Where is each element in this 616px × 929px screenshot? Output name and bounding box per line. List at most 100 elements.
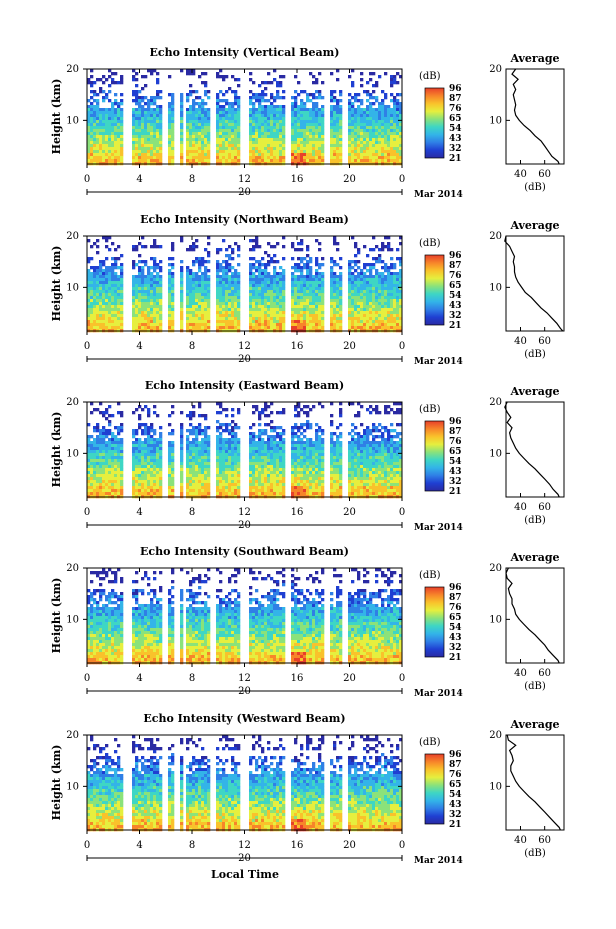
heatmap-cell	[111, 257, 115, 261]
heatmap-cell	[312, 299, 316, 303]
heatmap-cell	[279, 111, 283, 115]
heatmap-cell	[336, 435, 340, 439]
heatmap-cell	[147, 278, 151, 282]
heatmap-cell	[306, 278, 310, 282]
heatmap-cell	[216, 251, 220, 255]
heatmap-cell	[252, 117, 256, 121]
heatmap-cell	[378, 441, 382, 445]
heatmap-cell	[270, 441, 274, 445]
heatmap-cell	[366, 447, 370, 451]
heatmap-cell	[132, 132, 136, 136]
heatmap-cell	[186, 317, 190, 321]
heatmap-cell	[363, 117, 367, 121]
heatmap-cell	[378, 290, 382, 294]
heatmap-cell	[264, 302, 268, 306]
heatmap-cell	[354, 132, 358, 136]
heatmap-cell	[198, 275, 202, 279]
heatmap-cell	[171, 317, 175, 321]
heatmap-cell	[372, 408, 376, 412]
heatmap-cell	[207, 323, 211, 327]
heatmap-cell	[396, 129, 400, 133]
heatmap-cell	[270, 429, 274, 433]
heatmap-cell	[237, 441, 241, 445]
heatmap-cell	[378, 254, 382, 258]
heatmap-cell	[108, 114, 112, 118]
heatmap-cell	[351, 444, 355, 448]
heatmap-cell	[150, 447, 154, 451]
heatmap-cell	[357, 156, 361, 160]
heatmap-cell	[117, 120, 121, 124]
heatmap-cell	[249, 296, 253, 300]
heatmap-cell	[333, 287, 337, 291]
heatmap-cell	[222, 287, 226, 291]
heatmap-cell	[225, 305, 229, 309]
heatmap-cell	[267, 105, 271, 109]
heatmap-cell	[357, 281, 361, 285]
heatmap-cell	[219, 141, 223, 145]
heatmap-cell	[159, 320, 163, 324]
heatmap-cell	[204, 426, 208, 430]
heatmap-cell	[297, 269, 301, 273]
heatmap-cell	[192, 290, 196, 294]
heatmap-cell	[93, 441, 97, 445]
heatmap-cell	[396, 299, 400, 303]
heatmap-cell	[93, 302, 97, 306]
heatmap-cell	[303, 153, 307, 157]
heatmap-cell	[171, 305, 175, 309]
heatmap-cell	[192, 132, 196, 136]
heatmap-cell	[330, 302, 334, 306]
heatmap-cell	[105, 305, 109, 309]
heatmap-cell	[234, 117, 238, 121]
colorbar-tick-label: 76	[449, 104, 462, 114]
heatmap-cell	[366, 254, 370, 258]
heatmap-cell	[297, 129, 301, 133]
heatmap-cell	[204, 114, 208, 118]
heatmap-cell	[315, 308, 319, 312]
heatmap-cell	[255, 281, 259, 285]
heatmap-cell	[336, 302, 340, 306]
heatmap-cell	[114, 426, 118, 430]
heatmap-cell	[195, 132, 199, 136]
heatmap-cell	[363, 144, 367, 148]
heatmap-cell	[297, 257, 301, 261]
heatmap-cell	[189, 93, 193, 97]
heatmap-cell	[120, 147, 124, 151]
heatmap-cell	[204, 293, 208, 297]
heatmap-cell	[156, 438, 160, 442]
heatmap-cell	[336, 150, 340, 154]
heatmap-cell	[309, 302, 313, 306]
heatmap-cell	[363, 323, 367, 327]
heatmap-cell	[294, 426, 298, 430]
heatmap-cell	[300, 299, 304, 303]
heatmap-cell	[150, 320, 154, 324]
heatmap-cell	[333, 281, 337, 285]
heatmap-cell	[303, 147, 307, 151]
heatmap-cell	[204, 305, 208, 309]
heatmap-cell	[354, 278, 358, 282]
heatmap-cell	[189, 293, 193, 297]
heatmap-cell	[147, 144, 151, 148]
heatmap-cell	[189, 444, 193, 448]
heatmap-cell	[105, 93, 109, 97]
heatmap-cell	[354, 153, 358, 157]
heatmap-cell	[189, 317, 193, 321]
heatmap-cell	[138, 281, 142, 285]
heatmap-cell	[315, 320, 319, 324]
heatmap-cell	[228, 138, 232, 142]
heatmap-cell	[96, 78, 100, 82]
heatmap-cell	[198, 450, 202, 454]
heatmap-cell	[90, 120, 94, 124]
heatmap-cell	[252, 257, 256, 261]
heatmap-cell	[303, 405, 307, 409]
heatmap-cell	[228, 296, 232, 300]
heatmap-cell	[249, 129, 253, 133]
heatmap-cell	[153, 323, 157, 327]
heatmap-cell	[207, 254, 211, 258]
heatmap-cell	[276, 117, 280, 121]
heatmap-cell	[93, 93, 97, 97]
heatmap-cell	[147, 159, 151, 163]
heatmap-cell	[384, 150, 388, 154]
heatmap-cell	[363, 275, 367, 279]
heatmap-cell	[333, 117, 337, 121]
heatmap-cell	[369, 108, 373, 112]
